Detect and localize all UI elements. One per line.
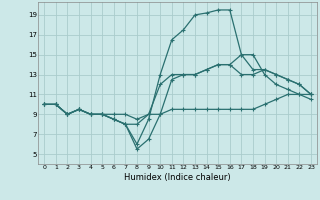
X-axis label: Humidex (Indice chaleur): Humidex (Indice chaleur): [124, 173, 231, 182]
